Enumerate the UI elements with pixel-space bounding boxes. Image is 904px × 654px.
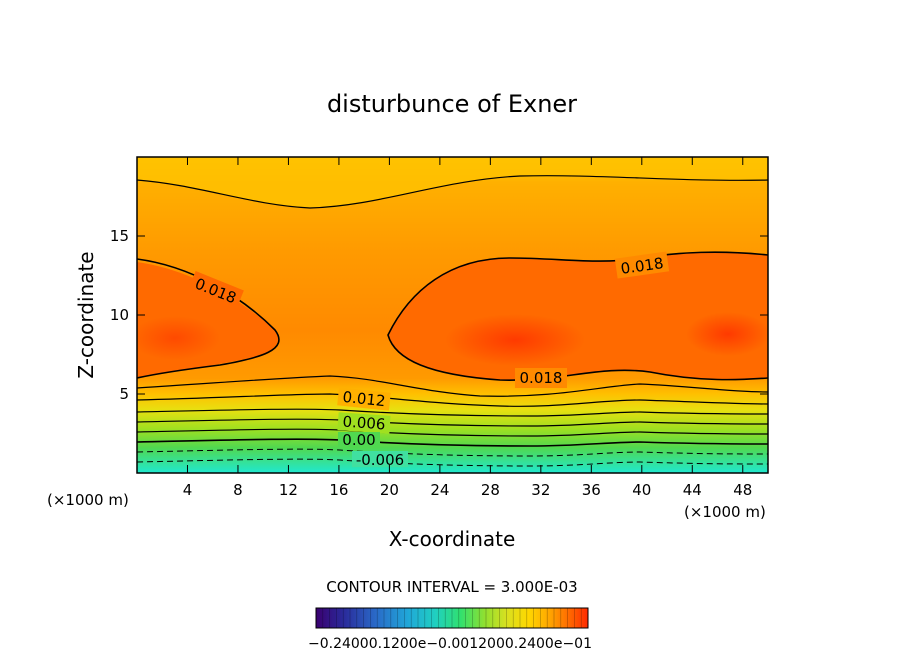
contour-neg-0003: [137, 448, 768, 457]
colorbar-ticks: [315, 608, 589, 628]
x-unit-right: (×1000 m): [684, 503, 766, 521]
x-tick-label: 16: [329, 481, 348, 499]
contour-0003: [137, 428, 768, 437]
x-tick-label: 28: [481, 481, 500, 499]
upper-band: [137, 157, 768, 209]
contour-label-neg0006: -0.006: [356, 451, 404, 469]
label-bg-6: [338, 432, 380, 448]
x-tick-label: 32: [531, 481, 550, 499]
contour-0009: [137, 408, 768, 417]
contour-neg-0006: [137, 458, 768, 467]
x-tick-label: 48: [733, 481, 752, 499]
label-bg-2: [614, 251, 670, 279]
x-tick-label: 44: [683, 481, 702, 499]
x-tick-label: 36: [582, 481, 601, 499]
label-bg-1: [188, 270, 244, 310]
contour-label-0018-bottom: 0.018: [520, 369, 563, 387]
y-tick-label: 5: [119, 385, 129, 403]
contour-field: 0.018 0.018 0.018 0.012 0.006 0.00 -0.00…: [137, 157, 768, 473]
y-tick-label: 15: [110, 227, 129, 245]
x-tick-label: 40: [632, 481, 651, 499]
y-axis-ticks: 5 10 15: [110, 227, 768, 403]
contour-top: [137, 175, 768, 209]
colorbar: −0.24000.1200e−0.0012000.2400e−01: [308, 607, 592, 652]
contour-0015: [137, 375, 768, 397]
contour-lines: [137, 175, 768, 447]
contour-label-000: 0.00: [342, 431, 375, 449]
contour-label-0018-top: 0.018: [620, 254, 665, 278]
contour-label-0012: 0.012: [342, 388, 387, 410]
contour-lines-negative: [137, 448, 768, 467]
x-tick-label: 4: [183, 481, 193, 499]
core-right-inner: [445, 314, 585, 366]
x-tick-label: 8: [233, 481, 243, 499]
x-unit-left: (×1000 m): [47, 491, 129, 509]
contour-label-group: 0.018 0.018 0.018 0.012 0.006 0.00 -0.00…: [188, 251, 670, 469]
label-bg-4: [337, 387, 391, 411]
x-tick-label: 12: [279, 481, 298, 499]
colorbar-fill: [315, 607, 589, 629]
label-bg-3: [515, 368, 567, 388]
contour-0012: [137, 393, 768, 407]
contour-interval-text: CONTOUR INTERVAL = 3.000E-03: [326, 578, 577, 596]
x-tick-label: 20: [380, 481, 399, 499]
y-tick-label: 10: [110, 306, 129, 324]
y-axis-label: Z-coordinate: [74, 251, 98, 378]
chart-title: disturbunce of Exner: [327, 90, 577, 118]
x-axis-ticks: 4 8 12 16 20 24 28 32 36 40 44 48: [183, 157, 752, 499]
contour-label-0006: 0.006: [342, 413, 386, 434]
contour-000: [137, 438, 768, 447]
core-right-inner-2: [686, 312, 768, 356]
label-bg-7: [352, 451, 408, 467]
label-bg-5: [337, 412, 391, 434]
x-axis-label: X-coordinate: [389, 527, 516, 551]
contour-0006: [137, 418, 768, 427]
colorbar-labels: −0.24000.1200e−0.0012000.2400e−01: [308, 636, 592, 652]
x-tick-label: 24: [430, 481, 449, 499]
core-left-inner: [137, 316, 220, 360]
